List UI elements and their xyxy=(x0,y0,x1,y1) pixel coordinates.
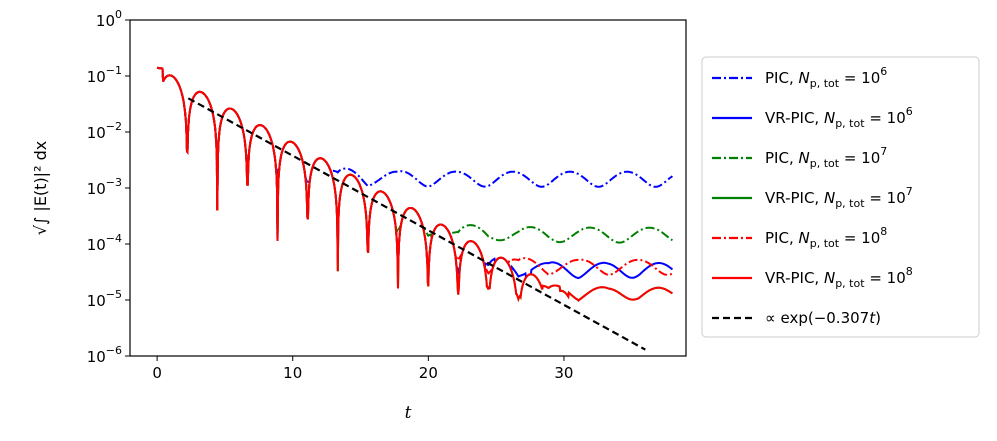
legend-label: ∝ exp(−0.307t) xyxy=(765,309,881,327)
x-tick-label: 10 xyxy=(283,364,302,382)
series-line xyxy=(156,66,674,281)
y-tick-label: 10−4 xyxy=(87,232,122,254)
x-axis-label: t xyxy=(405,403,412,423)
legend-box xyxy=(701,56,980,338)
axis-ticks: 0 10 20 30 10−6 10−5 10−4 10−3 10−2 10−1 100 xyxy=(87,8,574,382)
x-tick-label: 20 xyxy=(419,364,438,382)
y-tick-label: 10−1 xyxy=(87,64,122,86)
fit-line xyxy=(187,97,646,351)
series-line xyxy=(156,66,674,244)
y-tick-label: 10−6 xyxy=(87,344,122,366)
legend-label: VR-PIC, Np, tot = 107 xyxy=(765,185,913,210)
legend: PIC, Np, tot = 106 VR-PIC, Np, tot = 106 P… xyxy=(701,56,980,338)
legend-label: VR-PIC, Np, tot = 106 xyxy=(765,105,913,130)
y-tick-label: 10−3 xyxy=(87,176,122,198)
series-line xyxy=(156,66,673,276)
legend-label: VR-PIC, Np, tot = 108 xyxy=(765,265,913,290)
plot-frame xyxy=(129,19,687,357)
series-line xyxy=(156,66,673,303)
y-tick-label: 10−5 xyxy=(87,288,122,310)
series-layer xyxy=(156,66,674,351)
legend-label: PIC, Np, tot = 108 xyxy=(765,225,887,250)
series-line xyxy=(156,66,674,188)
x-tick-label: 0 xyxy=(152,364,162,382)
y-tick-label: 10−2 xyxy=(87,120,122,142)
legend-label: PIC, Np, tot = 106 xyxy=(765,65,887,90)
y-tick-label: 100 xyxy=(96,8,122,30)
y-axis-label-text: √∫ |E(t)|² dx xyxy=(31,141,50,235)
y-axis-label: √∫ |E(t)|² dx xyxy=(31,141,50,235)
x-tick-label: 30 xyxy=(554,364,573,382)
legend-label: PIC, Np, tot = 107 xyxy=(765,145,887,170)
